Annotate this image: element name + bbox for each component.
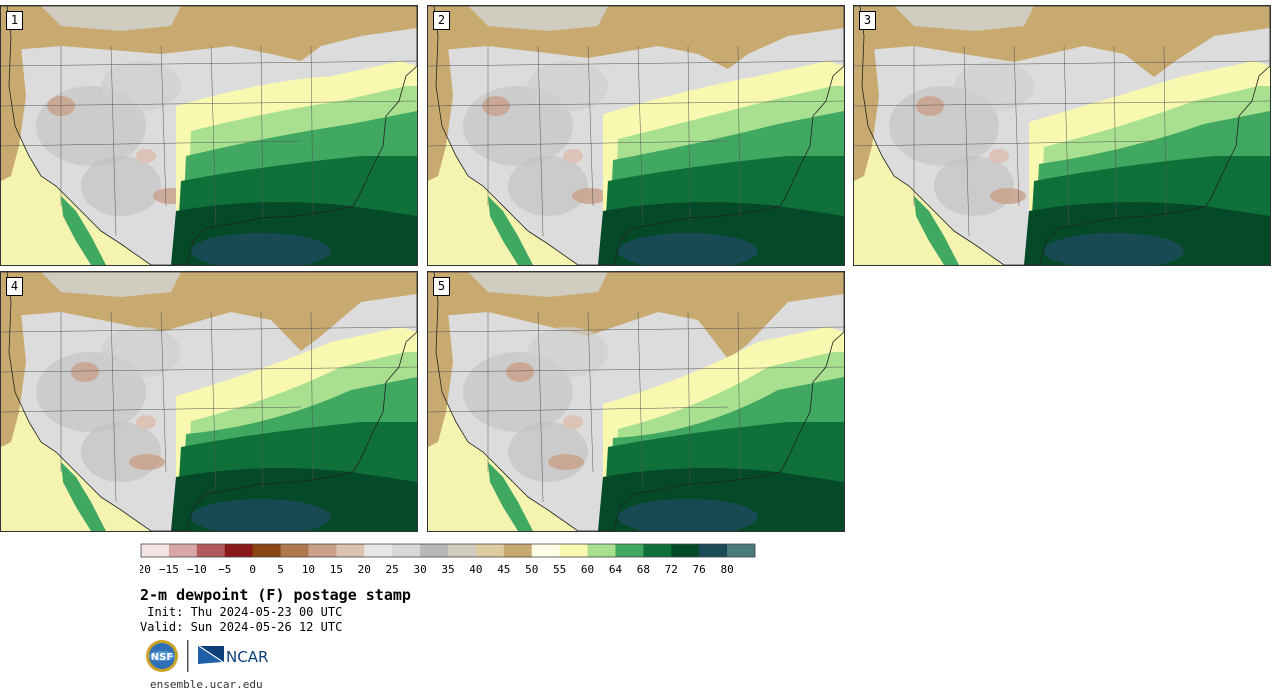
colorbar-swatch	[196, 544, 226, 557]
colorbar-tick-label: 35	[441, 563, 454, 576]
panel-label: 1	[6, 11, 23, 30]
colorbar-tick-label: 25	[386, 563, 399, 576]
colorbar-swatch	[559, 544, 588, 557]
colorbar-tick-label: 72	[665, 563, 678, 576]
site-url: ensemble.ucar.edu	[150, 678, 263, 691]
colorbar-swatch	[727, 544, 756, 557]
colorbar-tick-label: 10	[302, 563, 315, 576]
colorbar-swatch	[168, 544, 198, 557]
colorbar-swatch	[252, 544, 281, 557]
colorbar-tick-label: 60	[581, 563, 594, 576]
nsf-logo-icon: NSF	[146, 640, 178, 672]
colorbar-tick-label: 20	[358, 563, 371, 576]
colorbar-tick-label: 76	[693, 563, 706, 576]
colorbar-swatch	[224, 544, 254, 557]
colorbar-swatch	[308, 544, 337, 557]
colorbar-tick-label: 45	[497, 563, 510, 576]
map-panel-1: 1	[0, 5, 418, 266]
colorbar-tick-label: −15	[159, 563, 179, 576]
map-panel-3: 3	[853, 5, 1271, 266]
colorbar-tick-label: 55	[553, 563, 566, 576]
colorbar-swatch	[587, 544, 616, 557]
chart-title: 2-m dewpoint (F) postage stamp	[140, 586, 411, 604]
colorbar-tick-label: −10	[187, 563, 207, 576]
panel-label: 5	[433, 277, 450, 296]
map-panel-4: 4	[0, 271, 418, 532]
colorbar-swatch	[475, 544, 505, 557]
valid-time: Valid: Sun 2024-05-26 12 UTC	[140, 620, 343, 634]
colorbar: −20 −15 −10 −5 0 5 10 15 20 25 30 35 40 45 50 55 60 64 68 7…	[140, 543, 756, 576]
colorbar-tick-label: 15	[330, 563, 343, 576]
colorbar-tick-label: 68	[637, 563, 650, 576]
logos: NSF NCAR	[146, 640, 268, 672]
dewpoint-map	[1, 6, 417, 265]
colorbar-tick-label: −20	[140, 563, 151, 576]
colorbar-tick-label: 50	[525, 563, 538, 576]
colorbar-tick-label: 5	[277, 563, 284, 576]
colorbar-swatch	[615, 544, 644, 557]
colorbar-tick-label: 40	[469, 563, 482, 576]
colorbar-tick-label: 80	[720, 563, 733, 576]
colorbar-swatch	[392, 544, 421, 557]
dewpoint-map	[428, 272, 844, 531]
ncar-logo-icon: NCAR	[198, 646, 268, 666]
colorbar-swatch	[336, 544, 365, 557]
colorbar-swatch	[643, 544, 672, 557]
colorbar-tick-label: 64	[609, 563, 623, 576]
dewpoint-map	[854, 6, 1270, 265]
colorbar-swatch	[364, 544, 393, 557]
init-time: Init: Thu 2024-05-23 00 UTC	[140, 605, 343, 619]
colorbar-tick-label: −5	[218, 563, 231, 576]
dewpoint-map	[428, 6, 844, 265]
colorbar-swatch	[531, 544, 561, 557]
colorbar-swatch	[503, 544, 533, 557]
panel-label: 2	[433, 11, 450, 30]
colorbar-swatch	[699, 544, 728, 557]
map-panel-5: 5	[427, 271, 845, 532]
colorbar-swatch	[141, 544, 170, 557]
colorbar-swatch	[671, 544, 700, 557]
colorbar-swatch	[420, 544, 449, 557]
colorbar-tick-label: 0	[249, 563, 256, 576]
colorbar-swatch	[280, 544, 309, 557]
colorbar-tick-label: 30	[413, 563, 426, 576]
map-panel-2: 2	[427, 5, 845, 266]
svg-text:NSF: NSF	[151, 652, 173, 663]
panel-label: 4	[6, 277, 23, 296]
colorbar-swatch	[448, 544, 477, 557]
svg-text:NCAR: NCAR	[226, 648, 268, 666]
panel-label: 3	[859, 11, 876, 30]
dewpoint-map	[1, 272, 417, 531]
